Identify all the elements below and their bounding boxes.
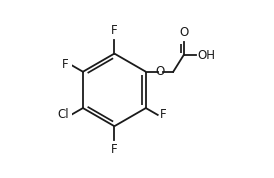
Text: F: F [111, 24, 118, 37]
Text: F: F [62, 58, 68, 71]
Text: Cl: Cl [57, 108, 68, 121]
Text: O: O [179, 26, 188, 39]
Text: OH: OH [197, 49, 215, 62]
Text: O: O [156, 65, 165, 78]
Text: F: F [111, 143, 118, 156]
Text: F: F [160, 108, 167, 121]
